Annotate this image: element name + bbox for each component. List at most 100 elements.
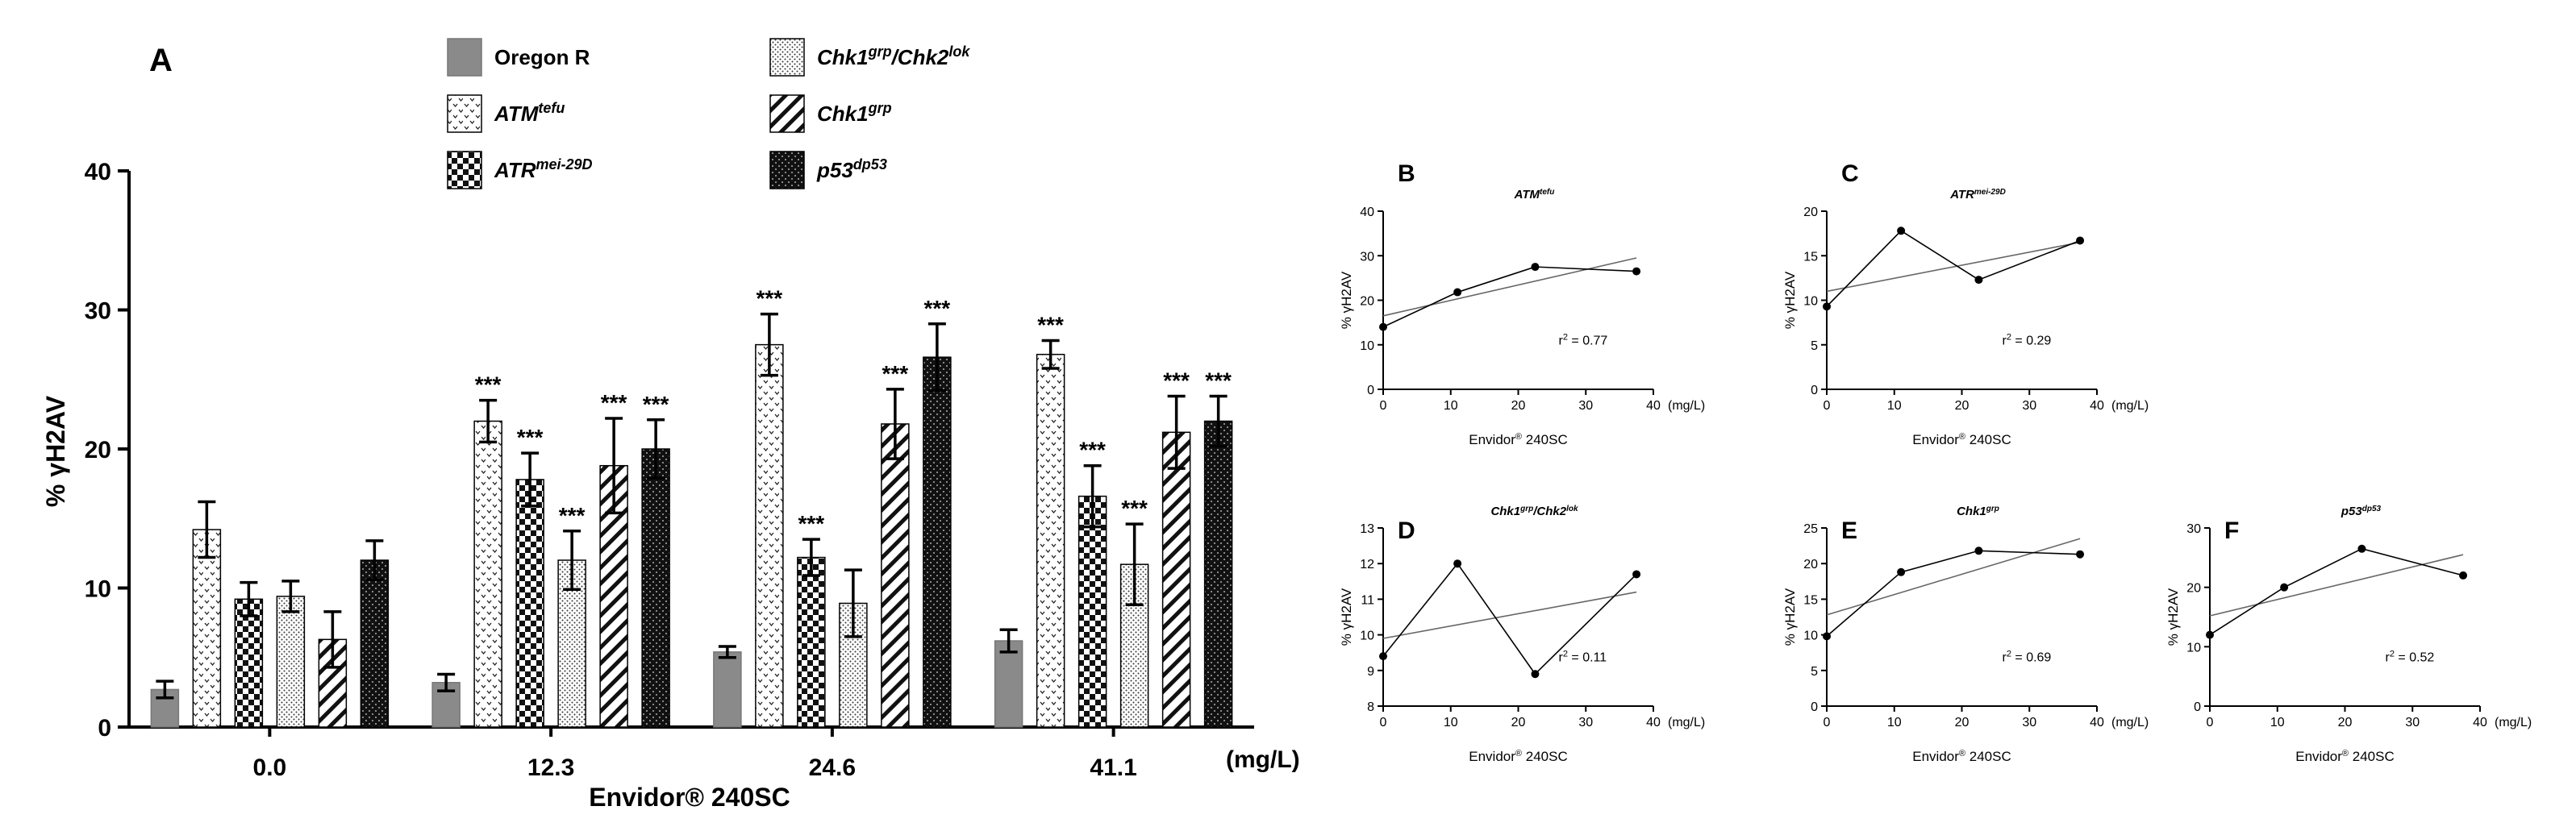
panel-b-r-squared-value: = 0.77 [1568, 335, 1607, 348]
panel-c-series-line [1826, 230, 2081, 307]
panel-d-x-tick-label: 30 [1578, 716, 1593, 729]
panel-d-r-squared-superscript: 2 [1563, 650, 1568, 659]
panel-a-bar [923, 356, 952, 728]
panel-a-x-tick-label: 12.3 [527, 754, 574, 781]
panel-a-y-tick-label: 10 [85, 576, 111, 603]
panel-f-x-axis-label-name: 240SC [2349, 749, 2395, 764]
panel-f-title-name: p53 [2340, 505, 2363, 518]
panel-c-x-axis-label-name: 240SC [1965, 432, 2011, 447]
panel-a-bar [881, 423, 910, 728]
panel-d-y-tick-label: 10 [1360, 630, 1374, 643]
panel-e-r-squared-superscript: 2 [2007, 650, 2011, 659]
panel-f-x-tick-label: 40 [2473, 716, 2487, 729]
panel-e-letter: E [1841, 517, 1857, 544]
panel-a-bars: *** *** *** *** *** *** *** *** *** *** *** *** *** *… [150, 286, 1233, 728]
panel-f-y-axis-label: % γH2AV [2165, 588, 2181, 646]
panel-f-x-tick-label: 10 [2270, 716, 2285, 729]
panel-b-line-chart: B ATMtefu 0 10 20 30 40 0 10 20 30 40 (mg/L) Envidor®… [1339, 160, 1705, 447]
panel-f-r-squared-symbol: r [2386, 651, 2391, 665]
panel-d-x-tick-label: 10 [1444, 716, 1458, 729]
panel-d-x-axis-label-superscript: ® [1515, 749, 1522, 758]
panel-e-line-chart: E Chk1grp 0 5 10 15 20 25 0 10 20 30 40 (mg/L) Envidor… [1782, 505, 2149, 765]
panel-d-fit-line [1382, 591, 1637, 639]
panel-a-significance-stars: *** [798, 511, 825, 536]
panel-d-x-unit: (mg/L) [1668, 716, 1705, 729]
panel-a-bar [994, 640, 1023, 728]
panel-b-title-name: ATM [1514, 188, 1540, 202]
panel-b-x-tick-label: 10 [1444, 399, 1458, 413]
panel-a-legend: Oregon RATMtefuATRmei-29DChk1grp/Chk2lok… [447, 38, 970, 189]
panel-f-r-squared-value: = 0.52 [2395, 651, 2434, 665]
legend-label-superscript: mei-29D [536, 156, 593, 172]
panel-e-x-tick-label: 10 [1887, 716, 1902, 729]
panel-d-x-axis-label: Envidor® 240SC [1469, 749, 1567, 764]
panel-a-significance-stars: *** [1163, 368, 1190, 393]
panel-e-y-tick-label: 15 [1803, 593, 1818, 607]
panel-e-title-name: Chk1 [1957, 505, 1986, 518]
panel-a-bar [1036, 353, 1065, 728]
panel-a-y-tick-label: 40 [85, 159, 111, 185]
panel-f-x-tick-label: 30 [2405, 716, 2420, 729]
panel-b-y-tick-label: 10 [1360, 339, 1374, 353]
panel-c-y-tick-label: 20 [1803, 206, 1818, 219]
panel-a-x-tick-label: 0.0 [253, 754, 287, 781]
panel-b-x-unit: (mg/L) [1668, 399, 1705, 413]
panel-a-significance-stars: *** [924, 296, 951, 321]
panel-c-data-point [1823, 302, 1831, 311]
panel-e-y-tick-label: 10 [1803, 630, 1818, 643]
panel-b-y-tick-label: 40 [1360, 206, 1374, 219]
legend-label: p53dp53 [816, 156, 887, 182]
legend-label-superscript: grp [868, 44, 892, 60]
panel-c-x-tick-label: 40 [2090, 399, 2104, 413]
panel-e-y-tick-label: 20 [1803, 558, 1818, 571]
panel-d-series-line [1382, 562, 1637, 675]
panel-e-x-tick-label: 40 [2090, 716, 2104, 729]
legend-label-name: Chk1 [817, 102, 869, 126]
panel-e-data-point [1823, 632, 1831, 641]
panel-a-bar [713, 651, 742, 728]
panel-f-title-superscript: dp53 [2362, 505, 2382, 513]
panel-e-series-line [1826, 550, 2081, 637]
panel-f-y-tick-label: 10 [2186, 641, 2201, 655]
panel-d-title-superscript: lok [1566, 505, 1578, 513]
panel-a-significance-stars: *** [1121, 496, 1148, 521]
panel-c-y-axis-label: % γH2AV [1782, 271, 1798, 329]
legend-label: Chk1grp/Chk2lok [817, 44, 970, 69]
panel-c-r-squared-superscript: 2 [2007, 333, 2011, 343]
panel-a-bar [234, 598, 264, 728]
panel-b-x-tick-label: 20 [1511, 399, 1526, 413]
panel-d-x-tick-label: 0 [1380, 716, 1387, 729]
panel-a-x-tick-label: 41.1 [1090, 754, 1136, 781]
panel-a-significance-stars: *** [643, 392, 669, 417]
panel-f-x-axis-label-superscript: ® [2342, 749, 2349, 758]
legend-swatch [447, 151, 482, 189]
panel-b-title-superscript: tefu [1540, 188, 1554, 197]
legend-label-name: ATR [494, 158, 536, 182]
panel-c-x-tick-label: 20 [1955, 399, 1970, 413]
panel-e-x-axis-label-superscript: ® [1959, 749, 1965, 758]
panel-c-x-axis-label-superscript: ® [1959, 432, 1965, 442]
panel-a-axes: 0 10 20 30 40 0.0 12.3 24.6 41.1 [85, 159, 1254, 781]
legend-label-superscript: grp [868, 100, 892, 116]
panel-a-bar [473, 420, 502, 728]
panel-c-x-axis-label-name: Envidor [1912, 432, 1959, 447]
panel-d-title-name: Chk1 [1490, 505, 1520, 518]
panel-a-bar [192, 529, 222, 728]
panel-c-x-axis-label: Envidor® 240SC [1912, 432, 2011, 447]
panel-d-y-tick-label: 13 [1360, 522, 1374, 536]
panel-d-y-tick-label: 12 [1360, 558, 1374, 571]
panel-a-bar [515, 479, 544, 728]
panel-d-line-chart: D Chk1grp/Chk2lok 8 9 10 11 12 13 0 10 20 30 40 (mg/L… [1339, 505, 1705, 765]
panel-d-x-tick-label: 20 [1511, 716, 1526, 729]
panel-e-title: Chk1grp [1957, 505, 1999, 519]
legend-label: Chk1grp [817, 100, 892, 126]
panel-d-y-tick-label: 9 [1367, 665, 1374, 679]
panel-f-title: p53dp53 [2340, 505, 2382, 519]
panel-f-r-squared: r2 = 0.52 [2386, 650, 2435, 665]
panel-c-y-tick-label: 0 [1811, 384, 1818, 397]
panel-b-data-point [1632, 267, 1641, 276]
panel-e-x-tick-label: 20 [1955, 716, 1970, 729]
panel-d-title-superscript: grp [1519, 505, 1533, 513]
panel-a-y-tick-label: 20 [85, 437, 111, 463]
